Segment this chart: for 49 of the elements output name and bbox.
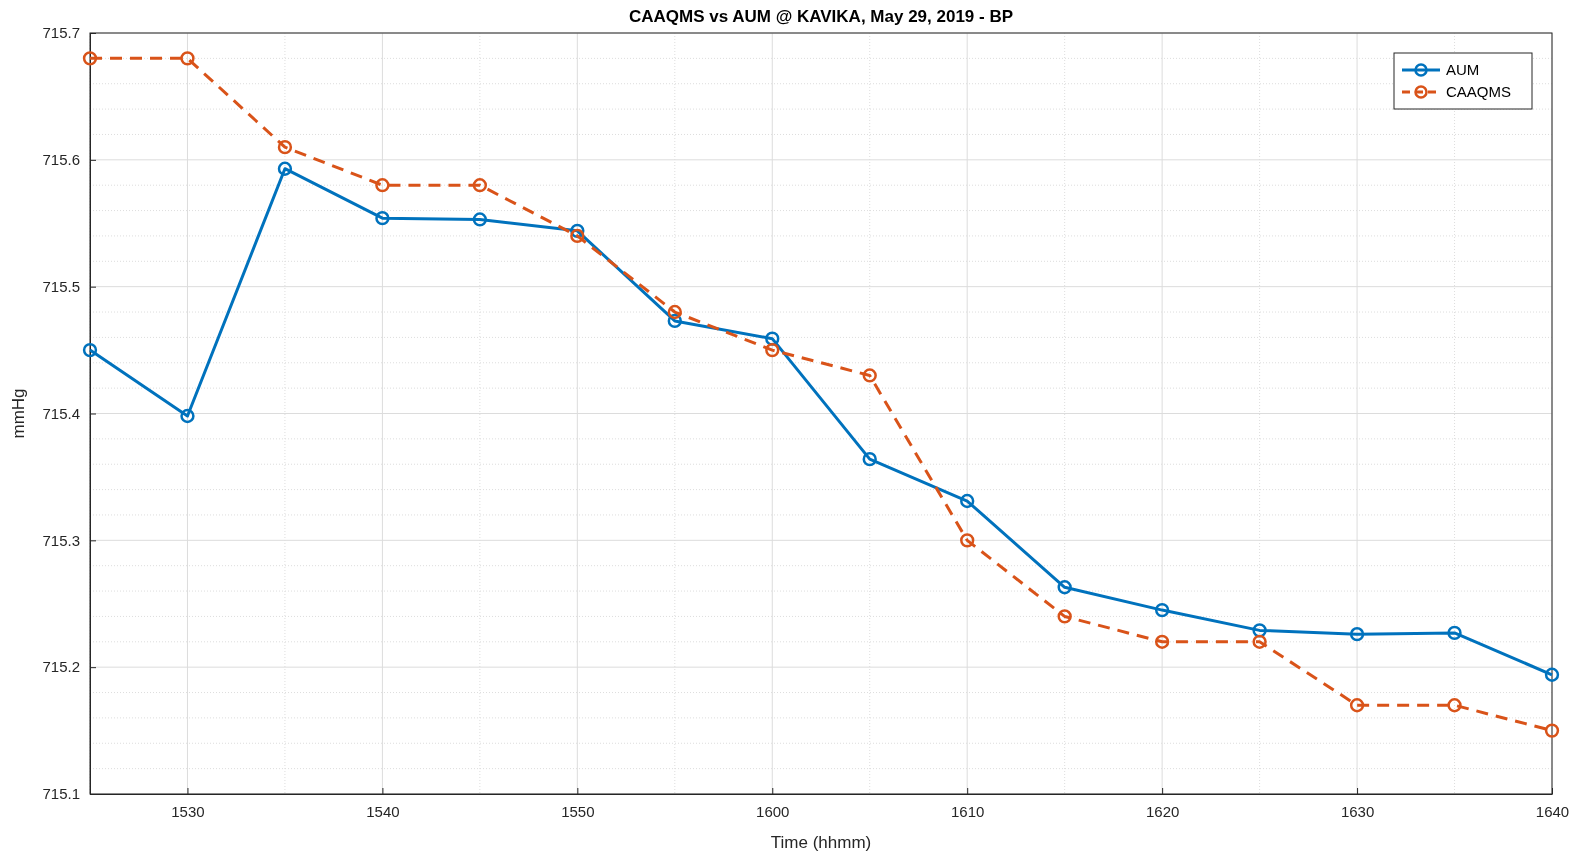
point — [1349, 698, 1365, 713]
point — [1544, 723, 1560, 738]
point — [667, 313, 682, 329]
point — [180, 408, 195, 424]
x-tick-label: 1600 — [756, 802, 790, 820]
legend-label: AUM — [1446, 61, 1480, 78]
point — [862, 452, 877, 467]
point — [862, 368, 877, 383]
point — [375, 178, 390, 193]
point — [667, 304, 682, 320]
point — [1154, 602, 1170, 618]
x-axis-title: Time (hhmm) — [770, 833, 872, 852]
x-tick-label: 1550 — [561, 802, 595, 820]
x-tick-label: 1630 — [1340, 802, 1375, 820]
point — [1349, 627, 1365, 642]
point — [1447, 625, 1462, 641]
point — [1544, 667, 1560, 682]
point — [765, 342, 780, 358]
x-tick-label: 1530 — [171, 802, 205, 820]
point — [1154, 634, 1170, 649]
point — [82, 342, 98, 358]
y-tick-label: 715.7 — [42, 24, 80, 42]
y-tick-label: 715.2 — [42, 658, 80, 676]
legend-label: CAAQMS — [1446, 83, 1512, 100]
point — [180, 51, 195, 66]
point — [472, 212, 488, 227]
point — [1447, 698, 1462, 713]
point — [375, 211, 390, 226]
point — [1057, 609, 1072, 624]
y-tick-label: 715.4 — [42, 404, 80, 422]
x-tick-label: 1610 — [951, 802, 985, 820]
point — [960, 493, 975, 509]
y-axis-title: mmHg — [9, 388, 28, 439]
point — [570, 228, 585, 244]
y-tick-label: 715.5 — [42, 277, 80, 295]
point — [277, 161, 293, 176]
x-tick-label: 1540 — [366, 802, 400, 820]
point — [960, 533, 975, 548]
point — [1252, 634, 1267, 649]
x-tick-label: 1640 — [1535, 802, 1570, 820]
point — [82, 51, 98, 66]
point — [277, 139, 293, 155]
y-tick-label: 715.6 — [42, 151, 80, 169]
chart-title: CAAQMS vs AUM @ KAVIKA, May 29, 2019 - BP — [628, 7, 1014, 26]
y-tick-label: 715.1 — [42, 785, 80, 803]
point — [472, 178, 488, 193]
point — [1057, 580, 1072, 595]
x-tick-label: 1620 — [1145, 802, 1180, 820]
y-tick-label: 715.3 — [42, 531, 80, 549]
